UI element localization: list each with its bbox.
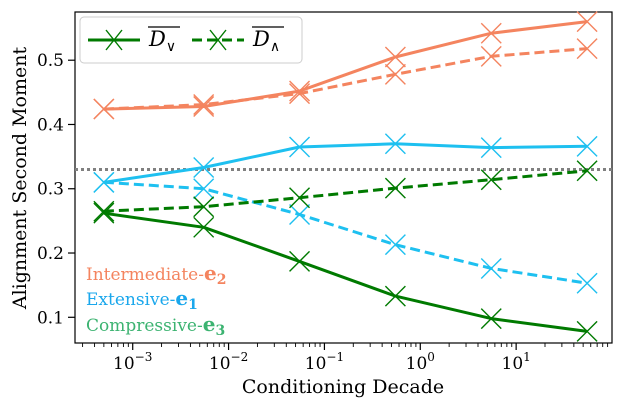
legend-entry-d-vee: D∨: [88, 26, 180, 55]
label-extensive-text: Extensive-: [86, 290, 175, 310]
y-tick-label-3: 0.4: [37, 115, 64, 135]
data-point-s5-5: [576, 160, 598, 182]
legend-label-d-vee: D∨: [148, 27, 176, 55]
data-point-s4-2: [289, 250, 311, 272]
data-point-s4-4: [480, 308, 502, 330]
data-point-s2-4: [480, 137, 502, 159]
series-line-2: [103, 142, 588, 184]
data-point-s4-1: [193, 216, 215, 238]
y-tick-label-4: 0.5: [37, 51, 64, 71]
data-point-s0-3: [384, 46, 406, 68]
legend-entry-d-wedge: D∧: [192, 26, 284, 55]
x-tick-base-2: 10: [305, 354, 327, 374]
component-labels: Intermediate-e2 Extensive-e1 Compressive…: [86, 261, 226, 339]
x-tick-base-1: 10: [209, 354, 231, 374]
x-tick-base-4: 10: [502, 354, 524, 374]
label-compressive-index: 3: [215, 323, 225, 339]
data-point-s1-1: [193, 94, 215, 116]
label-intermediate-index: 2: [217, 272, 227, 288]
data-point-s3-2: [289, 203, 311, 225]
data-point-s3-0: [93, 171, 115, 193]
x-tick-exp-3: 0: [427, 350, 435, 364]
data-point-s4-5: [576, 320, 598, 342]
data-point-s0-2: [289, 80, 311, 102]
data-point-s3-3: [384, 234, 406, 256]
y-axis-label: Alignment Second Moment: [9, 47, 31, 311]
data-point-s2-2: [289, 136, 311, 158]
data-point-s3-1: [193, 178, 215, 200]
label-intermediate-text: Intermediate-: [86, 265, 204, 285]
x-tick-base-3: 10: [406, 354, 428, 374]
label-intermediate-vector: e: [204, 261, 217, 285]
data-point-s1-4: [480, 45, 502, 67]
data-point-s5-1: [193, 196, 215, 218]
legend: D∨ D∧: [79, 16, 303, 64]
series-line-4: [103, 211, 588, 333]
data-point-s2-1: [193, 157, 215, 179]
series-line-1: [103, 47, 588, 111]
data-point-s1-0: [93, 98, 115, 120]
x-tick-exp-0: −3: [135, 350, 153, 364]
label-extensive-index: 1: [188, 297, 198, 313]
series-line-3: [103, 180, 588, 285]
legend-marker-solid: [105, 29, 123, 51]
legend-frame: [79, 16, 303, 64]
data-point-s1-2: [289, 83, 311, 105]
y-tick-label-1: 0.2: [37, 244, 64, 264]
label-compressive-text: Compressive-: [86, 316, 203, 336]
series-line-0: [103, 20, 588, 111]
x-tick-label-3: 100: [406, 350, 435, 374]
legend-symbol-d-vee: D: [148, 27, 166, 51]
legend-subscript-vee: ∨: [166, 39, 176, 55]
label-extensive-vector: e: [175, 286, 188, 310]
data-point-s5-0: [93, 200, 115, 222]
data-point-s0-1: [193, 95, 215, 117]
data-point-s5-3: [384, 177, 406, 199]
data-point-s3-5: [576, 272, 598, 294]
label-intermediate: Intermediate-e2: [86, 261, 226, 288]
x-axis-label: Conditioning Decade: [242, 376, 444, 398]
data-point-s4-0: [93, 202, 115, 224]
x-tick-exp-1: −2: [231, 350, 249, 364]
x-tick-exp-2: −1: [326, 350, 344, 364]
label-compressive: Compressive-e3: [86, 312, 225, 339]
legend-subscript-wedge: ∧: [270, 39, 280, 55]
data-point-s5-4: [480, 169, 502, 191]
y-tick-label-2: 0.3: [37, 180, 64, 200]
series-line-5: [103, 169, 588, 213]
data-point-s2-5: [576, 135, 598, 157]
legend-symbol-d-wedge: D: [252, 27, 270, 51]
x-tick-exp-4: 1: [523, 350, 531, 364]
data-point-s5-2: [289, 187, 311, 209]
label-extensive: Extensive-e1: [86, 286, 198, 313]
data-point-s1-3: [384, 63, 406, 85]
x-tick-label-4: 101: [502, 350, 531, 374]
legend-label-d-wedge: D∧: [252, 27, 280, 55]
x-tick-label-0: 10−3: [113, 350, 152, 374]
x-tick-label-2: 10−1: [305, 350, 344, 374]
x-tick-base-0: 10: [113, 354, 135, 374]
legend-marker-dashed: [209, 29, 227, 51]
data-point-s1-5: [576, 38, 598, 60]
data-point-s0-4: [480, 22, 502, 44]
x-tick-label-1: 10−2: [209, 350, 248, 374]
data-point-s2-3: [384, 133, 406, 155]
data-point-s4-3: [384, 285, 406, 307]
data-point-s3-4: [480, 257, 502, 279]
label-compressive-vector: e: [203, 312, 216, 336]
data-point-s0-5: [576, 11, 598, 33]
y-tick-label-0: 0.1: [37, 308, 64, 328]
